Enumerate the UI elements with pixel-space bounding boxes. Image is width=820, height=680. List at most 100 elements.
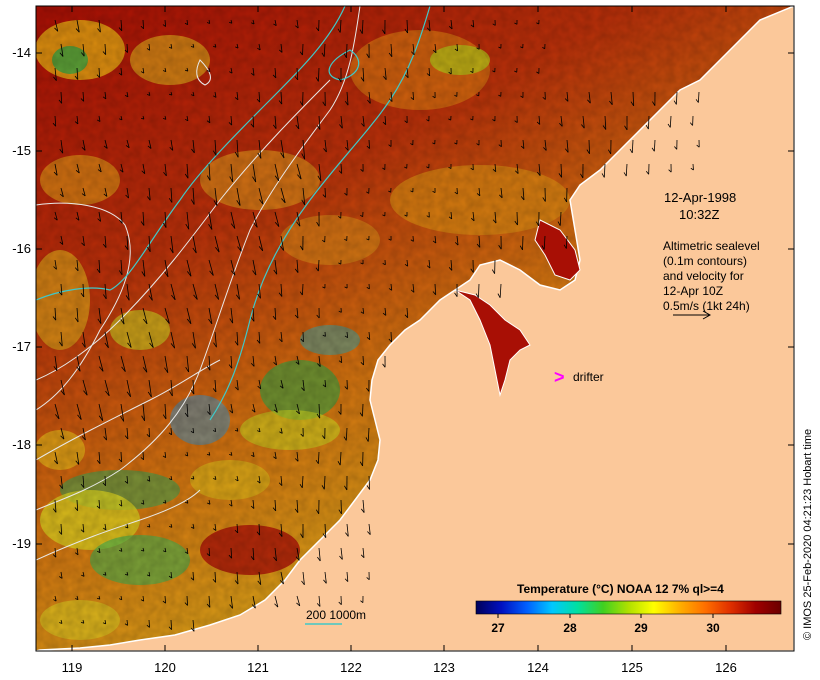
velocity-arrow-head (315, 27, 319, 32)
velocity-arrow (120, 499, 123, 507)
velocity-arrow-head (126, 391, 131, 397)
velocity-arrow (148, 235, 151, 252)
velocity-arrow-head (580, 173, 584, 179)
velocity-arrow-head (404, 28, 408, 34)
velocity-arrow (208, 115, 211, 123)
velocity-arrow (324, 379, 327, 387)
velocity-arrow (560, 163, 563, 178)
velocity-arrow-head (344, 286, 348, 289)
velocity-arrow-head (629, 148, 633, 154)
velocity-arrow (126, 475, 129, 484)
velocity-arrow-head (212, 150, 217, 156)
velocity-arrow-head (623, 172, 627, 177)
velocity-arrow-head (630, 101, 635, 107)
velocity-arrow (559, 211, 562, 226)
velocity-arrow-head (448, 71, 452, 75)
velocity-arrow-head (519, 245, 523, 251)
velocity-arrow-head (559, 122, 563, 127)
velocity-arrow-head (168, 478, 172, 481)
velocity-arrow (104, 43, 107, 55)
velocity-arrow-head (53, 217, 58, 221)
velocity-arrow (104, 619, 107, 624)
velocity-arrow-head (360, 262, 364, 265)
velocity-arrow-head (81, 52, 85, 57)
velocity-arrow-head (250, 363, 255, 367)
velocity-arrow-head (296, 410, 300, 415)
velocity-arrow-head (234, 151, 239, 158)
velocity-arrow-head (322, 239, 325, 243)
velocity-arrow (367, 427, 370, 442)
velocity-arrow-head (99, 366, 104, 372)
velocity-arrow-head (212, 388, 217, 393)
x-tick-label: 119 (62, 660, 83, 675)
velocity-arrow-head (140, 117, 145, 120)
velocity-arrow (258, 379, 262, 389)
x-tick-label: 123 (433, 660, 455, 675)
velocity-arrow (236, 571, 239, 585)
colorbar-tick-label: 30 (706, 621, 720, 635)
velocity-arrow (192, 379, 195, 395)
velocity-arrow (192, 427, 195, 433)
velocity-arrow (631, 139, 634, 153)
velocity-arrow (296, 163, 302, 180)
velocity-arrow-head (315, 267, 319, 272)
velocity-arrow-head (535, 221, 540, 227)
velocity-arrow-head (229, 71, 233, 74)
velocity-arrow-head (536, 171, 541, 176)
velocity-arrow-head (470, 217, 475, 222)
velocity-arrow (126, 139, 130, 148)
velocity-arrow-head (543, 147, 547, 151)
velocity-arrow-head (184, 69, 189, 72)
velocity-arrow (76, 115, 79, 124)
velocity-arrow (544, 139, 547, 151)
velocity-arrow (60, 187, 64, 197)
velocity-legend: Altimetric sealevel(0.1m contours)and ve… (663, 239, 760, 313)
velocity-arrow (104, 235, 107, 248)
velocity-arrow-head (338, 411, 342, 415)
velocity-arrow-head (53, 266, 57, 270)
velocity-arrow-head (365, 437, 369, 442)
velocity-arrow (192, 283, 198, 300)
velocity-arrow (120, 211, 123, 224)
velocity-arrow-head (492, 219, 497, 224)
velocity-arrow-head (411, 51, 415, 56)
velocity-arrow-head (124, 480, 128, 484)
velocity-arrow-head (299, 51, 303, 56)
velocity-arrow (186, 451, 189, 457)
velocity-arrow-head (344, 192, 348, 196)
velocity-arrow (274, 547, 277, 561)
velocity-arrow-head (81, 574, 85, 577)
velocity-arrow (274, 259, 278, 275)
velocity-arrow-head (206, 175, 211, 181)
velocity-arrow-head (322, 101, 326, 107)
velocity-arrow-head (278, 49, 283, 53)
velocity-arrow-head (454, 242, 459, 246)
velocity-arrow (230, 19, 233, 24)
velocity-arrow-head (492, 70, 495, 73)
velocity-arrow-head (59, 52, 64, 57)
velocity-arrow (164, 115, 167, 120)
velocity-arrow-head (272, 507, 277, 512)
velocity-arrow-head (281, 198, 286, 204)
velocity-arrow-head (103, 145, 108, 149)
velocity-arrow (301, 283, 304, 295)
velocity-arrow (588, 139, 590, 154)
velocity-arrow (142, 19, 144, 29)
velocity-arrow (148, 571, 151, 577)
velocity-arrow-head (338, 601, 342, 605)
velocity-arrow (456, 43, 458, 52)
velocity-arrow (192, 619, 195, 632)
velocity-arrow (236, 475, 239, 481)
velocity-arrow (104, 91, 107, 99)
velocity-arrow (301, 475, 304, 488)
velocity-arrow-head (209, 270, 214, 276)
velocity-arrow-head (97, 318, 102, 324)
velocity-arrow-head (140, 502, 145, 505)
velocity-arrow (648, 115, 650, 130)
velocity-arrow-head (127, 342, 132, 348)
velocity-arrow-head (278, 532, 283, 537)
velocity-arrow-head (366, 287, 370, 290)
velocity-arrow (384, 115, 387, 125)
plot-frame (35, 5, 795, 652)
velocity-arrow-head (228, 554, 232, 559)
